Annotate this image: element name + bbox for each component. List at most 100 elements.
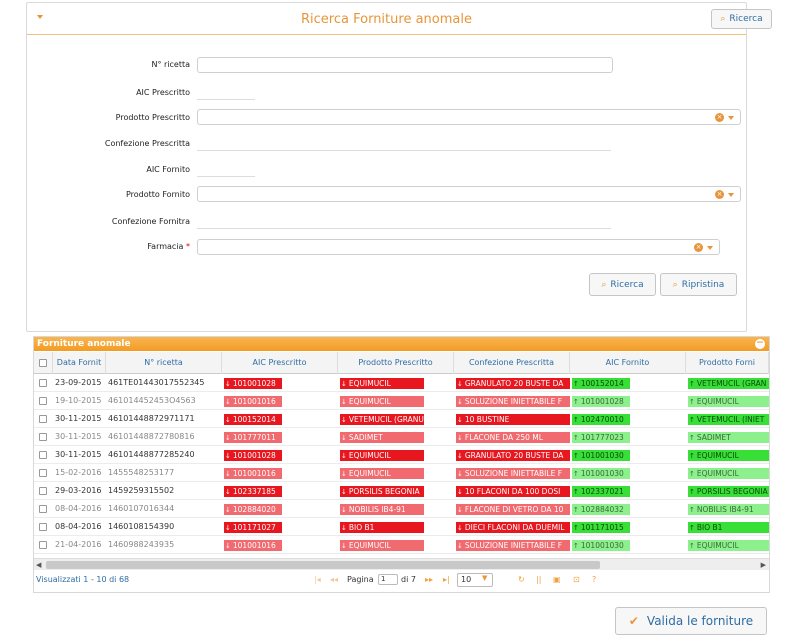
mismatch-badge: ↓ 100152014 bbox=[224, 414, 282, 425]
row-checkbox[interactable] bbox=[39, 397, 47, 405]
badge-text: VETEMUCIL (GRAN bbox=[696, 379, 767, 388]
page-size-select[interactable]: 10 ▼ bbox=[457, 573, 493, 587]
table-row[interactable]: 30-11-2015 46101448877285240 ↓ 101001028 ↓ EQ… bbox=[34, 446, 769, 464]
page-input[interactable]: 1 bbox=[378, 574, 398, 585]
n-ricetta-input[interactable] bbox=[197, 57, 613, 73]
select-all-checkbox[interactable] bbox=[39, 359, 47, 367]
confezione-prescritta-field[interactable] bbox=[197, 150, 611, 151]
badge-text: VETEMUCIL (GRANULATO) bbox=[348, 415, 424, 424]
columns-icon[interactable]: || bbox=[536, 575, 542, 584]
table-row[interactable]: 30-11-2015 46101448872971171 ↓ 100152014 ↓ VE… bbox=[34, 410, 769, 428]
table-row[interactable]: 15-02-2016 1455548253177 ↓ 101001016 ↓ EQUIMU… bbox=[34, 464, 769, 482]
table-row[interactable]: 30-11-2015 46101448872780816 ↓ 101777011 ↓ SA… bbox=[34, 428, 769, 446]
table-row[interactable]: 21-04-2016 1460988243935 ↓ 101001016 ↓ EQUIMU… bbox=[34, 536, 769, 554]
column-header[interactable]: AIC Prescritto bbox=[222, 352, 338, 374]
row-checkbox[interactable] bbox=[39, 433, 47, 441]
table-row[interactable]: 08-04-2016 1460108154390 ↓ 101171027 ↓ BIO B1… bbox=[34, 518, 769, 536]
mismatch-badge: ↓ 102884020 bbox=[224, 504, 282, 515]
table-row[interactable]: 08-04-2016 1460107016344 ↓ 102884020 ↓ NOBILI… bbox=[34, 500, 769, 518]
aic-fornito-field[interactable] bbox=[197, 176, 255, 177]
reset-icon: ⌕ bbox=[672, 279, 678, 290]
arrow-down-icon: ↓ bbox=[341, 524, 347, 532]
prodotto-fornito-select[interactable]: × bbox=[197, 186, 741, 202]
column-header[interactable]: Confezione Prescritta bbox=[454, 352, 570, 374]
row-checkbox[interactable] bbox=[39, 469, 47, 477]
label-confezione-prescritta: Confezione Prescritta bbox=[104, 139, 190, 148]
mismatch-badge: ↓ 10 FLACONI DA 100 DOSI bbox=[456, 486, 570, 497]
header-select-all[interactable] bbox=[34, 352, 53, 374]
label-prodotto-fornito: Prodotto Fornito bbox=[125, 190, 190, 199]
table-row[interactable]: 19-10-2015 461014452453O4563 ↓ 101001016 ↓ EQ… bbox=[34, 392, 769, 410]
arrow-up-icon: ↑ bbox=[573, 416, 579, 424]
table-row[interactable]: 23-09-2015 461TE01443017552345 ↓ 101001028 ↓… bbox=[34, 374, 769, 392]
badge-text: SADIMET bbox=[696, 433, 731, 442]
valida-forniture-button[interactable]: ✔ Valida le forniture bbox=[615, 607, 767, 635]
clear-icon[interactable]: × bbox=[715, 190, 724, 199]
row-checkbox[interactable] bbox=[39, 505, 47, 513]
confezione-fornita-field[interactable] bbox=[197, 228, 611, 229]
column-header[interactable]: AIC Fornito bbox=[570, 352, 686, 374]
chevron-down-icon[interactable] bbox=[728, 116, 734, 120]
arrow-down-icon: ↓ bbox=[457, 506, 463, 514]
badge-text: 101171015 bbox=[580, 523, 624, 532]
prodotto-prescritto-select[interactable]: × bbox=[197, 109, 741, 125]
badge-text: NOBILIS IB4-91 bbox=[348, 505, 406, 514]
column-header[interactable]: Prodotto Forni bbox=[686, 352, 769, 374]
badge-text: 102337185 bbox=[232, 487, 276, 496]
row-checkbox[interactable] bbox=[39, 379, 47, 387]
match-badge: ↑ 102470010 bbox=[572, 414, 630, 425]
chevron-down-icon[interactable] bbox=[728, 193, 734, 197]
table-row[interactable]: 29-03-2016 1459259315502 ↓ 102337185 ↓ PORSIL… bbox=[34, 482, 769, 500]
badge-text: 101001030 bbox=[580, 469, 624, 478]
horizontal-scrollbar[interactable]: ◀ ▶ bbox=[34, 558, 769, 570]
search-button[interactable]: ⌕ Ricerca bbox=[589, 273, 656, 296]
badge-text: 10 FLACONI DA 100 DOSI bbox=[464, 487, 561, 496]
header-search-button[interactable]: ⌕ Ricerca bbox=[711, 9, 772, 29]
badge-text: SOLUZIONE INIETTABILE F bbox=[464, 397, 563, 406]
required-mark: * bbox=[186, 242, 190, 251]
scroll-left-icon[interactable]: ◀ bbox=[36, 561, 42, 569]
match-badge: ↑ 100152014 bbox=[572, 378, 630, 389]
farmacia-select[interactable]: × bbox=[197, 239, 720, 255]
reset-button[interactable]: ⌕ Ripristina bbox=[660, 273, 737, 296]
row-checkbox[interactable] bbox=[39, 523, 47, 531]
clear-icon[interactable]: × bbox=[715, 113, 724, 122]
badge-text: 102884020 bbox=[232, 505, 276, 514]
arrow-up-icon: ↑ bbox=[689, 470, 695, 478]
arrow-down-icon: ↓ bbox=[457, 416, 463, 424]
last-page-icon[interactable]: ▸| bbox=[443, 575, 450, 584]
refresh-icon[interactable]: ↻ bbox=[518, 575, 525, 584]
chevron-down-icon[interactable] bbox=[707, 246, 713, 250]
badge-text: GRANULATO 20 BUSTE DA bbox=[464, 451, 564, 460]
prev-page-icon[interactable]: ◂◂ bbox=[330, 575, 339, 584]
arrow-down-icon: ↓ bbox=[457, 470, 463, 478]
badge-text: 102337021 bbox=[580, 487, 624, 496]
page-input-value: 1 bbox=[381, 575, 386, 583]
next-page-icon[interactable]: ▸▸ bbox=[425, 575, 434, 584]
scroll-thumb[interactable] bbox=[46, 561, 600, 569]
column-header[interactable]: N° ricetta bbox=[106, 352, 222, 374]
arrow-down-icon: ↓ bbox=[225, 434, 231, 442]
row-checkbox[interactable] bbox=[39, 451, 47, 459]
table-cell: 46101448877285240 bbox=[108, 450, 195, 459]
row-checkbox[interactable] bbox=[39, 541, 47, 549]
table-cell: 23-09-2015 bbox=[55, 378, 102, 387]
collapse-icon[interactable]: − bbox=[755, 338, 765, 349]
chevron-down-icon: ▼ bbox=[482, 574, 488, 582]
row-checkbox[interactable] bbox=[39, 415, 47, 423]
clear-icon[interactable]: × bbox=[694, 243, 703, 252]
aic-prescritto-field[interactable] bbox=[197, 99, 255, 100]
collapse-arrow-icon[interactable] bbox=[37, 15, 43, 19]
column-header[interactable]: Data Fornit bbox=[53, 352, 106, 374]
export-icon[interactable]: ▣ bbox=[553, 575, 561, 584]
first-page-icon[interactable]: |◂ bbox=[314, 575, 321, 584]
check-icon: ✔ bbox=[628, 614, 639, 628]
scroll-right-icon[interactable]: ▶ bbox=[760, 561, 766, 569]
mismatch-badge: ↓VETEMUCIL (GRANULATO) bbox=[340, 414, 424, 425]
badge-text: EQUIMUCIL bbox=[348, 379, 391, 388]
badge-text: 101001028 bbox=[580, 397, 624, 406]
row-checkbox[interactable] bbox=[39, 487, 47, 495]
help-icon[interactable]: ? bbox=[592, 575, 597, 584]
column-header[interactable]: Prodotto Prescritto bbox=[338, 352, 454, 374]
filter-icon[interactable]: ⊡ bbox=[573, 575, 580, 584]
